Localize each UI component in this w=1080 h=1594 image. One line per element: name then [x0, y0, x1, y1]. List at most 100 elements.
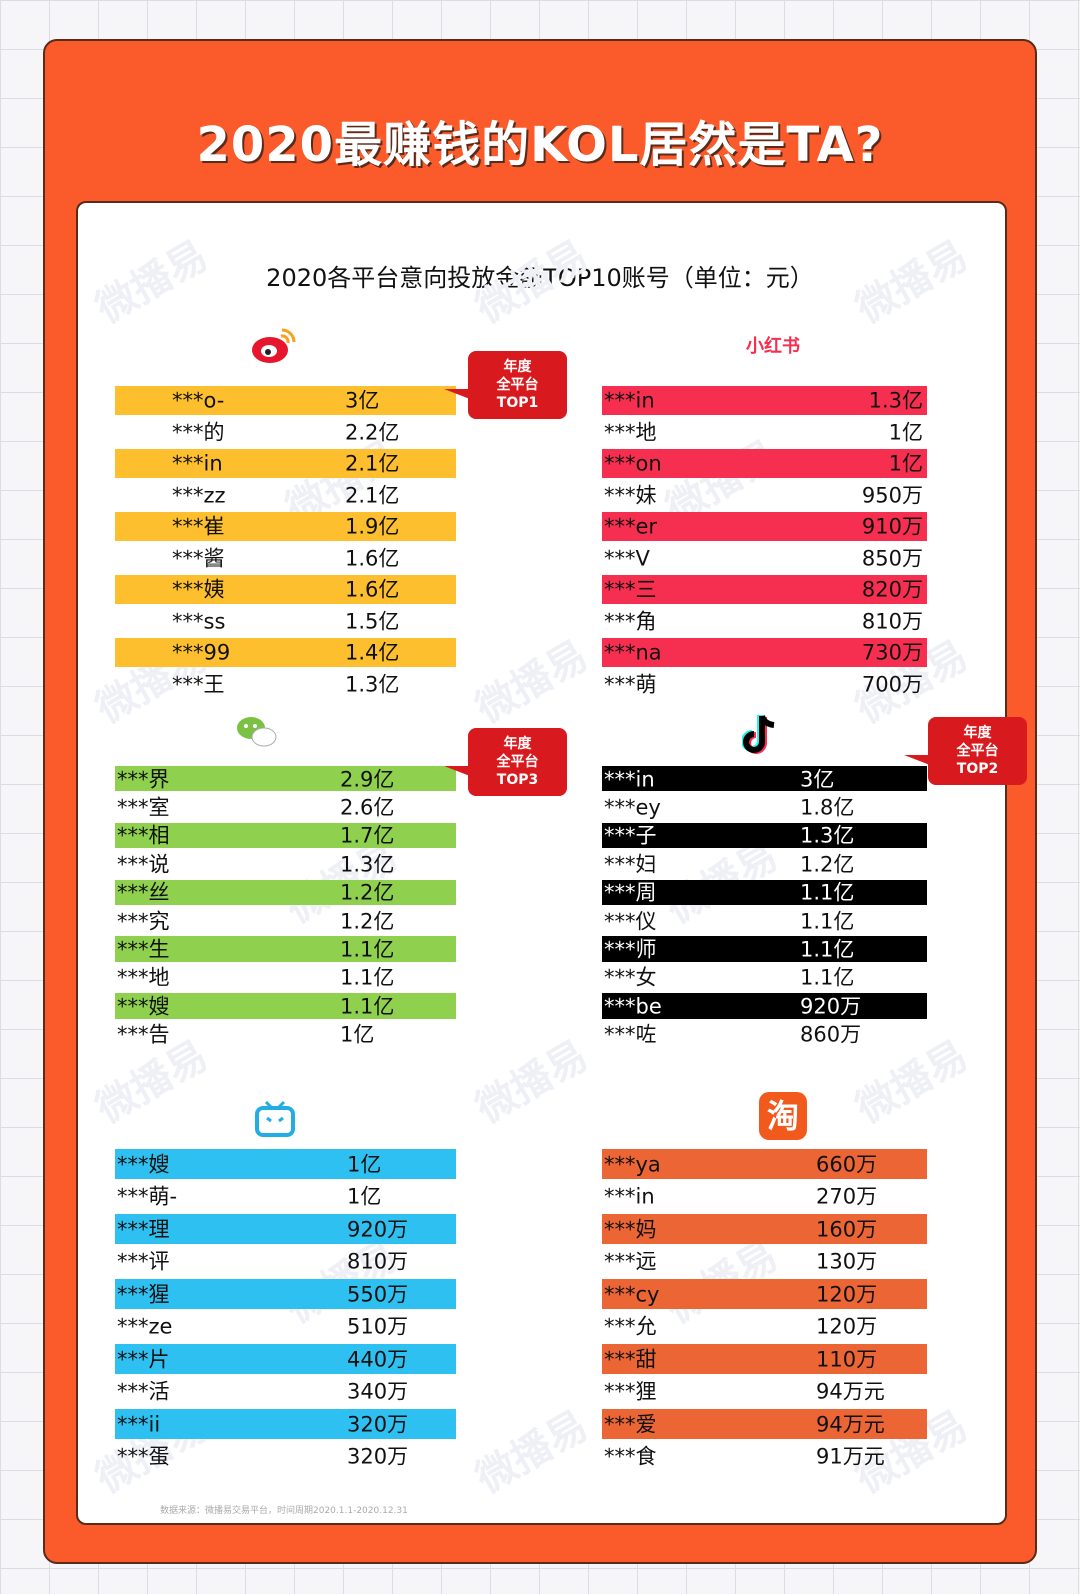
table-row: ***be 920万 — [602, 993, 927, 1019]
amount: 94万元 — [816, 1379, 885, 1404]
account-name: ***V — [604, 546, 650, 571]
amount: 91万元 — [816, 1444, 885, 1469]
account-name: ***说 — [117, 852, 170, 877]
amount: 2.1亿 — [345, 483, 400, 508]
badge-line: TOP2 — [956, 761, 999, 777]
account-name: ***嫂 — [117, 1152, 170, 1177]
amount: 160万 — [816, 1217, 878, 1242]
account-name: ***妹 — [604, 483, 657, 508]
account-name: ***ze — [117, 1314, 173, 1339]
table-row: ***告 1亿 — [115, 1022, 456, 1047]
amount: 120万 — [816, 1282, 878, 1307]
account-name: ***师 — [604, 937, 657, 962]
bilibili-icon — [255, 1100, 295, 1137]
amount: 820万 — [861, 577, 923, 602]
table-row: ***丝 1.2亿 — [115, 879, 456, 905]
table-row: ***子 1.3亿 — [602, 822, 927, 849]
account-name: ***地 — [117, 966, 170, 991]
table-row: ***嫂 1亿 — [115, 1149, 456, 1179]
amount: 340万 — [347, 1379, 409, 1404]
account-name: ***女 — [604, 966, 657, 991]
account-name: ***王 — [172, 672, 225, 697]
badge-line: 全平台 — [496, 754, 539, 770]
badge-line: 年度 — [503, 736, 532, 752]
account-name: ***萌 — [604, 672, 657, 697]
account-name: ***o- — [172, 388, 225, 413]
account-name: ***in — [604, 767, 655, 792]
account-name: ***in — [172, 451, 223, 476]
account-name: ***理 — [117, 1217, 170, 1242]
amount: 920万 — [347, 1217, 409, 1242]
table-row: ***狸 94万元 — [602, 1377, 927, 1407]
amount: 2.2亿 — [345, 420, 400, 445]
table-row: ***三 820万 — [602, 575, 927, 604]
account-name: ***地 — [604, 420, 657, 445]
table-row: ***姨 1.6亿 — [115, 575, 456, 604]
table-row: ***爱 94万元 — [602, 1409, 927, 1439]
account-name: ***的 — [172, 420, 225, 445]
amount: 730万 — [861, 640, 923, 665]
amount: 270万 — [816, 1184, 878, 1209]
amount: 1.3亿 — [345, 672, 400, 697]
amount: 1.8亿 — [800, 795, 855, 820]
table-row: ***99 1.4亿 — [115, 638, 456, 667]
table-row: ***ii 320万 — [115, 1409, 456, 1439]
table-row: ***in 2.1亿 — [115, 449, 456, 478]
badge-line: 年度 — [503, 359, 532, 375]
amount: 320万 — [347, 1412, 409, 1437]
account-name: ***活 — [117, 1379, 170, 1404]
account-name: ***界 — [117, 767, 170, 792]
account-name: ***告 — [117, 1022, 170, 1047]
account-name: ***ss — [172, 609, 226, 634]
account-name: ***zz — [172, 483, 226, 508]
badge-line: TOP1 — [496, 395, 539, 411]
amount: 1.7亿 — [340, 824, 395, 849]
table-row: ***妹 950万 — [602, 481, 927, 510]
amount: 94万元 — [816, 1412, 885, 1437]
account-name: ***评 — [117, 1249, 170, 1274]
amount: 1.4亿 — [345, 640, 400, 665]
platform-label: 小红书 — [746, 336, 800, 357]
account-name: ***片 — [117, 1347, 170, 1372]
table-row: ***王 1.3亿 — [115, 670, 456, 699]
amount: 110万 — [816, 1347, 878, 1372]
weibo-icon — [252, 328, 296, 363]
table-row: ***食 91万元 — [602, 1442, 927, 1472]
amount: 910万 — [861, 514, 923, 539]
table-row: ***妇 1.2亿 — [602, 851, 927, 876]
table-row: ***地 1亿 — [602, 418, 927, 447]
table-row: ***活 340万 — [115, 1377, 456, 1407]
account-name: ***相 — [117, 824, 170, 849]
account-name: ***子 — [604, 824, 657, 849]
table-row: ***界 2.9亿 — [115, 766, 456, 792]
table-row: ***崔 1.9亿 — [115, 512, 456, 541]
account-name: ***妈 — [604, 1217, 657, 1242]
account-name: ***室 — [117, 795, 170, 820]
table-row: ***师 1.1亿 — [602, 936, 927, 962]
amount: 1.1亿 — [800, 909, 855, 934]
table-row: ***in 270万 — [602, 1182, 927, 1212]
amount: 1.1亿 — [340, 994, 395, 1019]
account-name: ***na — [604, 640, 662, 665]
account-name: ***仪 — [604, 909, 657, 934]
table-row: ***on 1亿 — [602, 449, 927, 478]
table-row: ***究 1.2亿 — [115, 908, 456, 933]
account-name: ***ey — [604, 795, 661, 820]
amount: 1.3亿 — [340, 852, 395, 877]
table-row: ***ey 1.8亿 — [602, 794, 927, 819]
table-row: ***er 910万 — [602, 512, 927, 541]
account-name: ***远 — [604, 1249, 657, 1274]
amount: 1亿 — [340, 1022, 375, 1047]
table-row: ***理 920万 — [115, 1214, 456, 1244]
account-name: ***食 — [604, 1444, 657, 1469]
amount: 660万 — [816, 1152, 878, 1177]
table-row: ***评 810万 — [115, 1247, 456, 1277]
amount: 1.6亿 — [345, 577, 400, 602]
amount: 3亿 — [800, 767, 835, 792]
amount: 440万 — [347, 1347, 409, 1372]
amount: 920万 — [800, 994, 862, 1019]
table-row: ***萌- 1亿 — [115, 1182, 456, 1212]
account-name: ***蛋 — [117, 1444, 170, 1469]
account-name: ***究 — [117, 909, 170, 934]
